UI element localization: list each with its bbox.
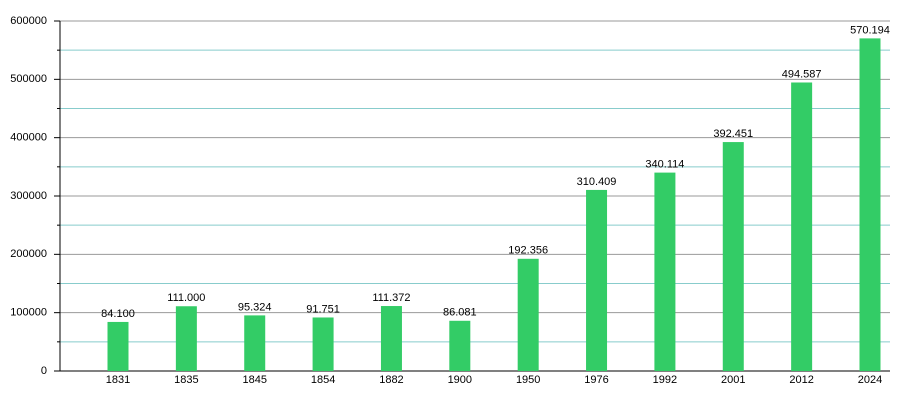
bar	[654, 172, 676, 371]
bar	[586, 189, 608, 371]
value-label: 494.587	[782, 68, 822, 80]
x-tick-label: 1992	[653, 374, 677, 386]
x-tick-label: 1854	[311, 374, 335, 386]
value-label: 84.100	[101, 308, 135, 320]
x-tick-label: 1976	[584, 374, 608, 386]
value-label: 86.081	[443, 307, 477, 319]
bar	[449, 320, 471, 371]
y-tick-label: 300000	[10, 190, 47, 202]
y-tick-label: 400000	[10, 132, 47, 144]
value-label: 95.324	[238, 301, 272, 313]
bar	[859, 38, 881, 371]
y-tick-label: 600000	[10, 15, 47, 27]
bar	[244, 315, 266, 371]
x-tick-label: 1835	[174, 374, 198, 386]
bar	[722, 142, 744, 371]
x-tick-label: 1882	[379, 374, 403, 386]
value-label: 570.194	[850, 24, 890, 36]
value-label: 310.409	[577, 176, 617, 188]
x-tick-label: 2001	[721, 374, 745, 386]
bar	[107, 321, 129, 371]
y-tick-label: 200000	[10, 248, 47, 260]
value-label: 111.372	[372, 292, 410, 304]
bar	[380, 306, 402, 371]
y-tick-label: 0	[41, 365, 47, 377]
x-tick-label: 1900	[448, 374, 472, 386]
x-tick-label: 2012	[789, 374, 813, 386]
x-tick-label: 1831	[106, 374, 130, 386]
value-label: 392.451	[713, 128, 753, 140]
bar	[312, 317, 334, 371]
bar	[175, 306, 197, 371]
x-tick-label: 2024	[858, 374, 882, 386]
value-label: 111.000	[167, 292, 205, 304]
x-tick-label: 1950	[516, 374, 540, 386]
bar	[517, 258, 539, 371]
value-label: 340.114	[645, 159, 684, 171]
bar	[791, 82, 813, 372]
value-label: 192.356	[508, 245, 548, 257]
y-tick-label: 100000	[10, 307, 47, 319]
x-tick-label: 1845	[242, 374, 266, 386]
y-tick-label: 500000	[10, 73, 47, 85]
value-label: 91.751	[306, 303, 340, 315]
